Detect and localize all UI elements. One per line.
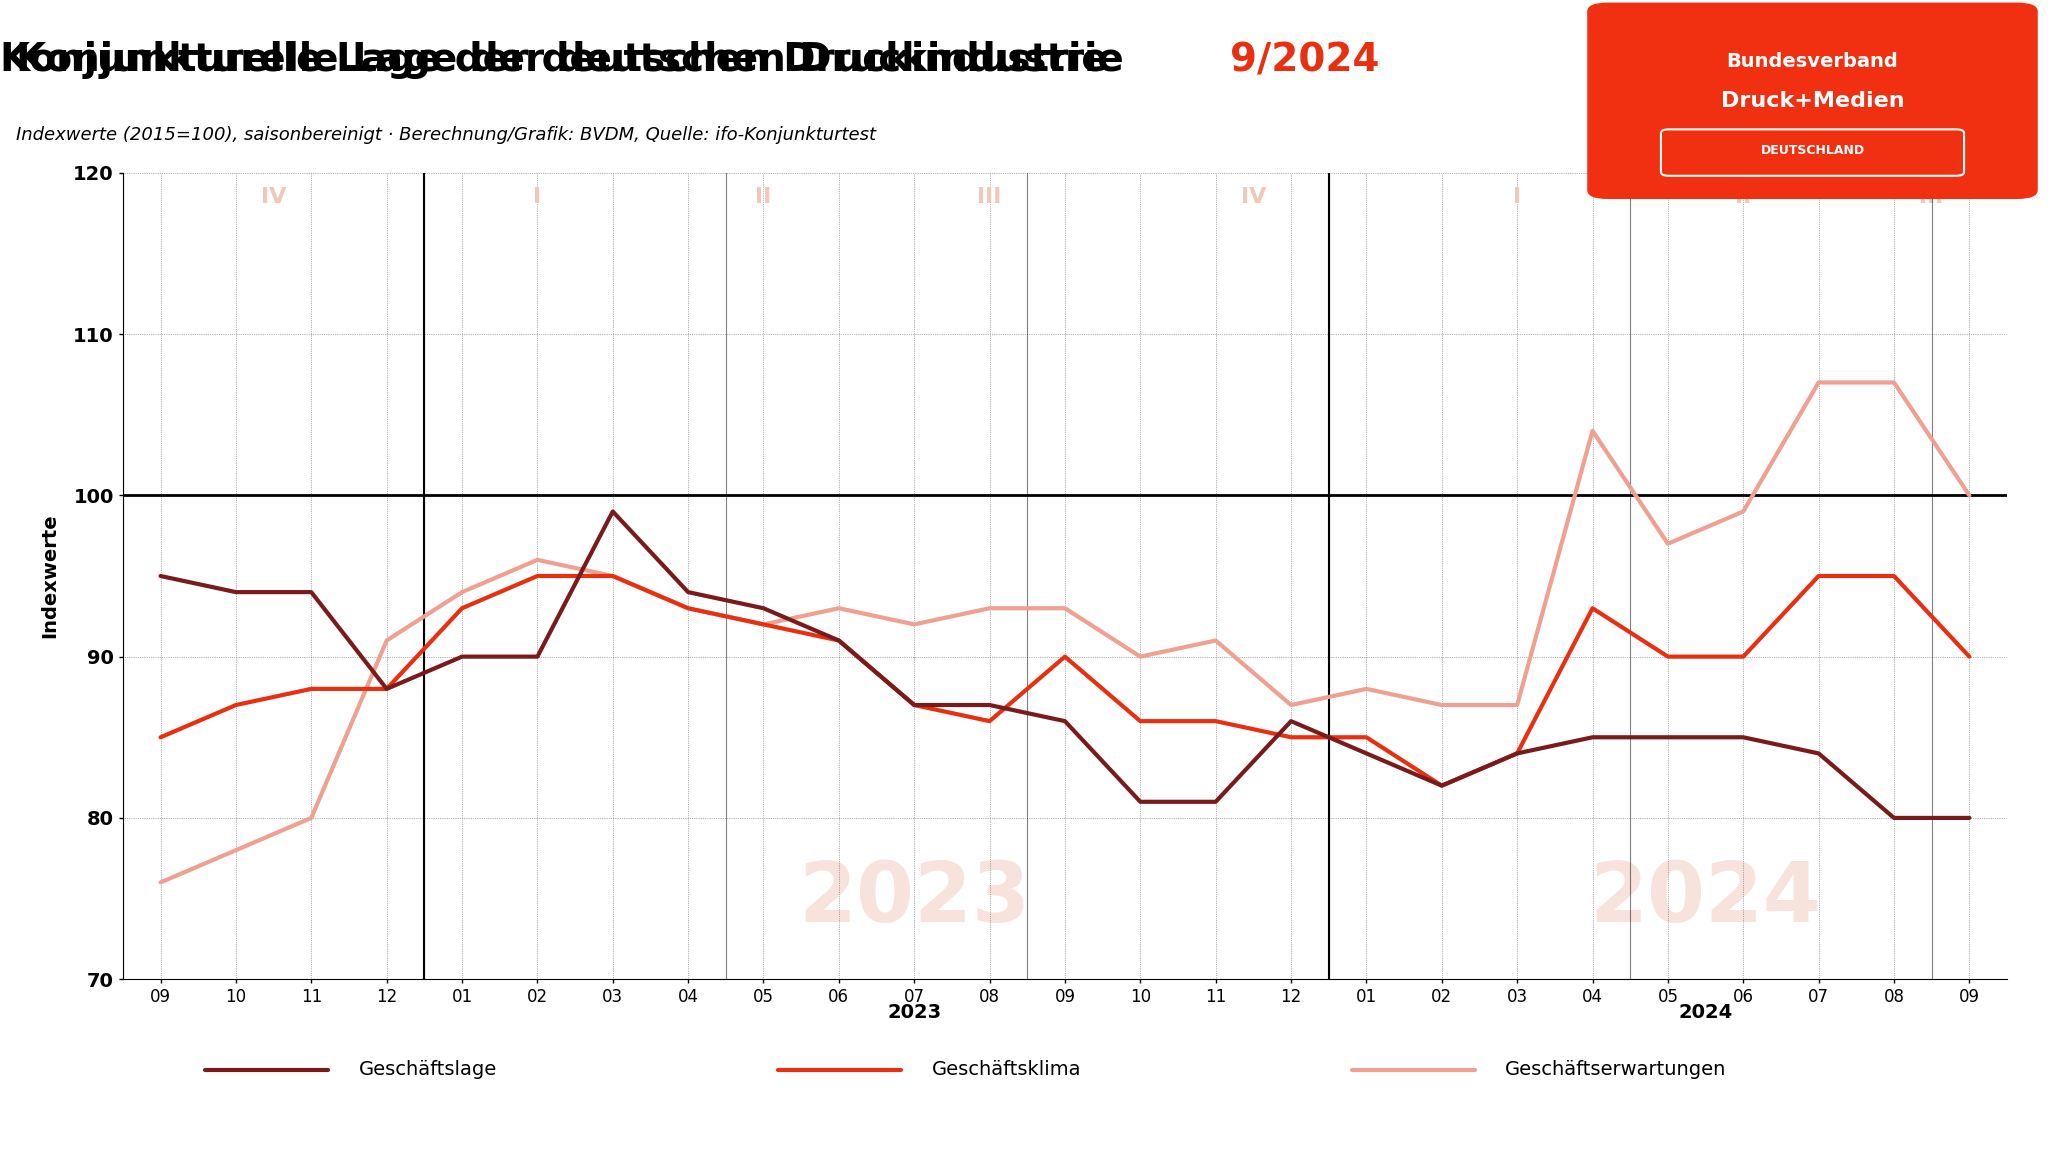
Text: 2023: 2023 (799, 858, 1030, 939)
FancyBboxPatch shape (1587, 2, 2038, 199)
Text: IV: IV (260, 187, 287, 207)
Text: Konjunkturelle Lage der deutschen Druckindustrie: Konjunkturelle Lage der deutschen Drucki… (0, 41, 1120, 79)
Text: Geschäftserwartungen: Geschäftserwartungen (1505, 1060, 1726, 1079)
Y-axis label: Indexwerte: Indexwerte (41, 514, 59, 638)
Text: 2024: 2024 (1679, 1003, 1733, 1022)
Text: III: III (977, 187, 1001, 207)
Text: IV: IV (1241, 187, 1266, 207)
Text: II: II (756, 187, 772, 207)
Text: Bundesverband: Bundesverband (1726, 52, 1898, 71)
Text: Druck+Medien: Druck+Medien (1720, 91, 1905, 111)
Text: DEUTSCHLAND: DEUTSCHLAND (1761, 144, 1864, 158)
Text: 2023: 2023 (887, 1003, 942, 1022)
Text: II: II (1735, 187, 1751, 207)
Text: Geschäftslage: Geschäftslage (358, 1060, 498, 1079)
Text: I: I (1513, 187, 1522, 207)
Text: Geschäftsklima: Geschäftsklima (932, 1060, 1081, 1079)
Text: I: I (532, 187, 541, 207)
Text: Konjunkturelle Lage der deutschen Druckindustrie: Konjunkturelle Lage der deutschen Drucki… (16, 41, 1137, 79)
Text: 2024: 2024 (1589, 858, 1821, 939)
Text: Indexwerte (2015=100), saisonbereinigt · Berechnung/Grafik: BVDM, Quelle: ifo-Ko: Indexwerte (2015=100), saisonbereinigt ·… (16, 127, 877, 144)
Text: 9/2024: 9/2024 (1231, 41, 1380, 79)
Text: III: III (1919, 187, 1944, 207)
